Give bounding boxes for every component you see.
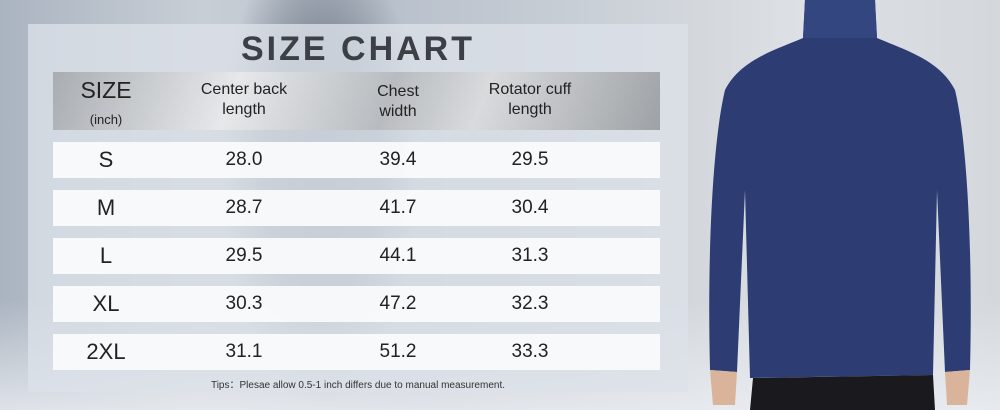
table-row: S 28.0 39.4 29.5 — [53, 142, 660, 178]
cell-cuff: 32.3 — [511, 293, 549, 314]
size-chart-panel: SIZE CHART SIZE (inch) Center back length… — [28, 24, 688, 392]
table-row: M 28.7 41.7 30.4 — [53, 190, 660, 226]
header-text: width — [379, 103, 417, 120]
chart-title: SIZE CHART — [241, 30, 475, 68]
header-unit: (inch) — [89, 112, 123, 127]
header-text: Chest — [377, 83, 419, 100]
header-text: Rotator cuff — [488, 81, 572, 98]
cell-center-back: 30.3 — [225, 293, 263, 314]
cell-size: XL — [92, 291, 120, 316]
table-header: SIZE (inch) Center back length Chest width… — [53, 72, 660, 130]
cell-size: S — [98, 147, 114, 172]
header-chest: Chest width — [377, 82, 419, 122]
tips-note: Tips：Plesae allow 0.5-1 inch differs due… — [210, 380, 506, 391]
cell-center-back: 28.0 — [225, 149, 263, 170]
cell-size: L — [99, 243, 113, 268]
header-text: length — [508, 101, 552, 118]
cell-size: 2XL — [86, 339, 126, 364]
table-row: 2XL 31.1 51.2 33.3 — [53, 334, 660, 370]
header-size: SIZE — [80, 77, 132, 103]
header-text: Center back — [200, 81, 288, 98]
cell-chest: 39.4 — [379, 149, 417, 170]
header-text: length — [222, 101, 266, 118]
cell-cuff: 33.3 — [511, 341, 549, 362]
header-center-back: Center back length — [201, 80, 287, 120]
cell-center-back: 29.5 — [225, 245, 263, 266]
header-cuff: Rotator cuff length — [489, 80, 571, 120]
cell-cuff: 31.3 — [511, 245, 549, 266]
cell-chest: 47.2 — [379, 293, 417, 314]
table-row: L 29.5 44.1 31.3 — [53, 238, 660, 274]
shirt-back-photo — [709, 0, 971, 410]
cell-chest: 51.2 — [379, 341, 417, 362]
cell-cuff: 30.4 — [511, 197, 549, 218]
cell-cuff: 29.5 — [511, 149, 549, 170]
table-row: XL 30.3 47.2 32.3 — [53, 286, 660, 322]
cell-center-back: 28.7 — [225, 197, 263, 218]
cell-chest: 41.7 — [379, 197, 417, 218]
cell-center-back: 31.1 — [225, 341, 263, 362]
cell-chest: 44.1 — [379, 245, 417, 266]
cell-size: M — [96, 195, 116, 220]
